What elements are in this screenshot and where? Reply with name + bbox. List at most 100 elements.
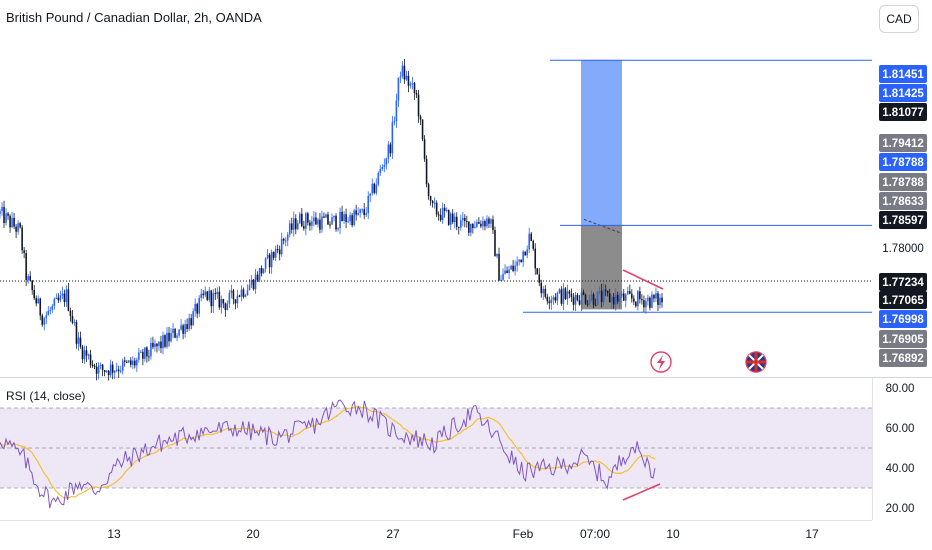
candle-body [492, 219, 494, 231]
candle-body [548, 301, 551, 304]
candle-body [622, 293, 625, 301]
candle-body [27, 276, 29, 281]
candle-body [516, 261, 518, 266]
price-label: 1.79412 [882, 138, 924, 150]
candle-body [429, 196, 432, 201]
candle-body [643, 300, 645, 308]
candle-body [23, 250, 25, 253]
candle-body [294, 218, 297, 230]
candle-body [305, 213, 307, 229]
price-label-bg [879, 291, 927, 309]
candle-body [71, 315, 74, 323]
time-tick-label: 10 [666, 527, 680, 541]
candle-body [5, 213, 7, 224]
candle-body [459, 220, 462, 228]
candle-body [182, 325, 184, 334]
candle-body [111, 364, 114, 373]
candle-body [301, 213, 303, 227]
currency-button[interactable]: CAD [879, 5, 919, 33]
candle-body [198, 297, 201, 314]
candle-body [13, 217, 15, 227]
time-tick-label: 07:00 [580, 527, 610, 541]
price-label-bg [879, 330, 927, 348]
candle-body [274, 249, 277, 258]
candle-body [150, 342, 152, 357]
price-label: 1.76905 [882, 334, 924, 346]
candle-body [156, 343, 158, 347]
candle-body [180, 325, 182, 330]
candle-body [260, 268, 263, 274]
candle-body [572, 297, 575, 305]
candle-body [419, 116, 422, 120]
candle-body [75, 322, 78, 344]
candle-body [262, 268, 265, 274]
candle-body [518, 259, 520, 262]
candle-body [339, 211, 341, 229]
candle-body [343, 214, 345, 221]
candle-body [542, 288, 545, 294]
candle-body [620, 293, 623, 297]
candle-body [0, 211, 1, 214]
target-zone [581, 60, 622, 226]
candle-body [649, 297, 651, 308]
candle-body [626, 291, 629, 295]
candle-body [556, 292, 559, 301]
candle-body [598, 290, 601, 292]
candle-body [415, 93, 418, 95]
candle-body [329, 224, 331, 226]
candle-body [375, 184, 378, 193]
candle-body [534, 248, 537, 269]
chart-title: British Pound / Canadian Dollar, 2h, OAN… [6, 10, 262, 25]
candle-body [311, 221, 313, 226]
candle-body [494, 230, 496, 257]
candle-body [464, 217, 466, 222]
candle-body [524, 251, 526, 256]
candle-body [317, 219, 319, 225]
candle-body [282, 238, 285, 241]
candle-body [606, 290, 609, 294]
candle-body [347, 221, 349, 223]
candle-body [146, 347, 148, 357]
candle-body [381, 167, 384, 170]
candle-body [290, 223, 293, 230]
candle-body [472, 223, 474, 229]
candle-body [268, 254, 271, 268]
candle-body [562, 288, 565, 304]
candle-body [222, 299, 225, 304]
price-label: 1.81451 [882, 69, 924, 81]
candle-body [272, 252, 275, 258]
candle-body [461, 217, 464, 221]
candle-body [536, 268, 539, 275]
candle-body [210, 290, 213, 307]
candle-body [323, 216, 325, 218]
candle-body [184, 324, 186, 334]
candle-body [395, 100, 398, 122]
price-label: 1.77234 [882, 277, 924, 289]
candle-body [327, 214, 329, 225]
candle-body [206, 291, 209, 300]
candle-body [345, 214, 347, 222]
candle-body [142, 351, 144, 359]
candle-body [403, 65, 406, 80]
candle-body [214, 293, 217, 295]
candle-body [240, 289, 243, 297]
candle-body [466, 221, 468, 223]
candle-body [455, 216, 458, 227]
candle-body [351, 215, 353, 226]
candle-body [385, 158, 388, 165]
candle-body [276, 249, 279, 251]
candle-body [657, 293, 659, 306]
candle-body [610, 297, 613, 303]
candle-body [431, 200, 434, 204]
candle-body [558, 289, 561, 293]
candle-body [616, 294, 619, 302]
candle-body [488, 218, 490, 224]
candle-body [9, 215, 11, 228]
candle-body [230, 290, 233, 293]
candle-body [117, 369, 120, 372]
candle-body [355, 210, 357, 215]
price-label-bg [879, 84, 927, 102]
candle-body [220, 299, 223, 308]
